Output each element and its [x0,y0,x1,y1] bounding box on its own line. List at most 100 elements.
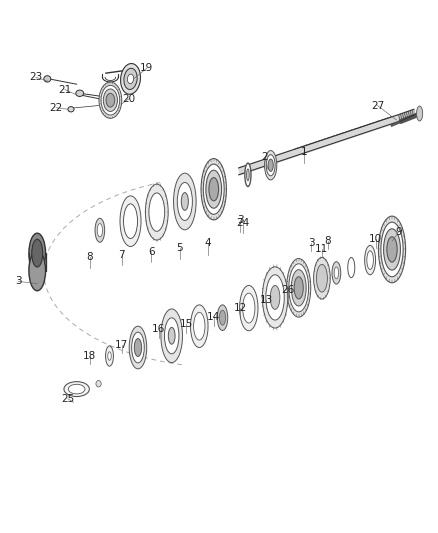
Text: 4: 4 [205,238,212,247]
Ellipse shape [95,219,105,242]
Text: 11: 11 [315,245,328,254]
Ellipse shape [367,251,373,269]
Ellipse shape [245,163,251,187]
Text: 16: 16 [152,325,165,334]
Ellipse shape [181,192,188,211]
Ellipse shape [129,326,147,369]
Text: 2: 2 [261,152,268,162]
Ellipse shape [106,346,113,366]
Ellipse shape [191,305,208,348]
Text: 14: 14 [207,312,220,322]
Ellipse shape [266,155,275,176]
Text: 24: 24 [237,218,250,228]
Ellipse shape [68,384,85,394]
Ellipse shape [209,177,219,201]
Ellipse shape [120,63,141,94]
Text: 19: 19 [140,63,153,73]
Ellipse shape [270,286,280,309]
Text: 22: 22 [49,103,63,112]
Text: 8: 8 [86,252,93,262]
Text: 9: 9 [395,227,402,237]
Ellipse shape [32,239,43,267]
Ellipse shape [124,204,138,239]
Text: 7: 7 [118,250,125,260]
Ellipse shape [64,382,89,397]
Text: 18: 18 [83,351,96,361]
Ellipse shape [348,257,355,278]
Ellipse shape [240,285,258,330]
Ellipse shape [164,318,179,354]
Text: 12: 12 [233,303,247,313]
Ellipse shape [417,106,423,121]
Ellipse shape [161,309,183,362]
Ellipse shape [97,223,102,237]
Ellipse shape [314,257,330,299]
Ellipse shape [384,229,400,270]
Ellipse shape [127,74,134,84]
Ellipse shape [108,352,111,360]
Ellipse shape [99,82,122,118]
Text: 26: 26 [282,286,295,295]
Ellipse shape [334,267,339,279]
Ellipse shape [124,68,137,90]
Ellipse shape [387,237,397,262]
Ellipse shape [177,182,192,221]
Ellipse shape [134,338,141,357]
Ellipse shape [265,150,277,180]
Text: 20: 20 [123,94,136,103]
Text: 1: 1 [301,147,308,157]
Ellipse shape [44,76,51,82]
Ellipse shape [381,222,403,277]
Ellipse shape [173,173,196,230]
Text: 13: 13 [260,295,273,304]
Ellipse shape [262,267,288,328]
Ellipse shape [201,159,226,220]
Ellipse shape [101,85,120,115]
Ellipse shape [364,245,376,275]
Ellipse shape [332,262,341,284]
Ellipse shape [206,170,222,208]
Text: 25: 25 [61,394,74,403]
Text: 8: 8 [324,236,331,246]
Ellipse shape [103,89,117,111]
Polygon shape [399,109,415,122]
Ellipse shape [68,107,74,112]
Ellipse shape [294,277,303,299]
Ellipse shape [217,305,228,330]
Ellipse shape [247,169,249,181]
Polygon shape [29,253,46,271]
Ellipse shape [219,310,226,325]
Text: 3: 3 [237,215,244,224]
Ellipse shape [29,233,46,273]
Text: 3: 3 [307,238,314,247]
Text: 23: 23 [29,72,42,82]
Ellipse shape [291,270,306,306]
Ellipse shape [106,93,115,107]
Text: 6: 6 [148,247,155,256]
Ellipse shape [289,264,309,312]
Ellipse shape [268,159,273,172]
Text: 10: 10 [369,234,382,244]
Text: 15: 15 [180,319,193,329]
Text: 5: 5 [176,243,183,253]
Ellipse shape [168,327,175,344]
Ellipse shape [132,332,144,363]
Ellipse shape [243,293,255,323]
Ellipse shape [316,264,328,292]
Text: 27: 27 [371,101,384,110]
Text: 3: 3 [15,277,22,286]
Ellipse shape [149,193,165,231]
Ellipse shape [203,164,224,214]
Ellipse shape [145,184,168,240]
Polygon shape [239,115,400,175]
Ellipse shape [194,312,205,340]
Ellipse shape [120,196,141,246]
Ellipse shape [286,259,311,317]
Ellipse shape [96,381,101,387]
Ellipse shape [76,90,84,96]
Text: 17: 17 [115,341,128,350]
Text: 21: 21 [58,85,71,94]
Ellipse shape [29,251,46,291]
Ellipse shape [378,216,406,282]
Ellipse shape [266,275,284,320]
